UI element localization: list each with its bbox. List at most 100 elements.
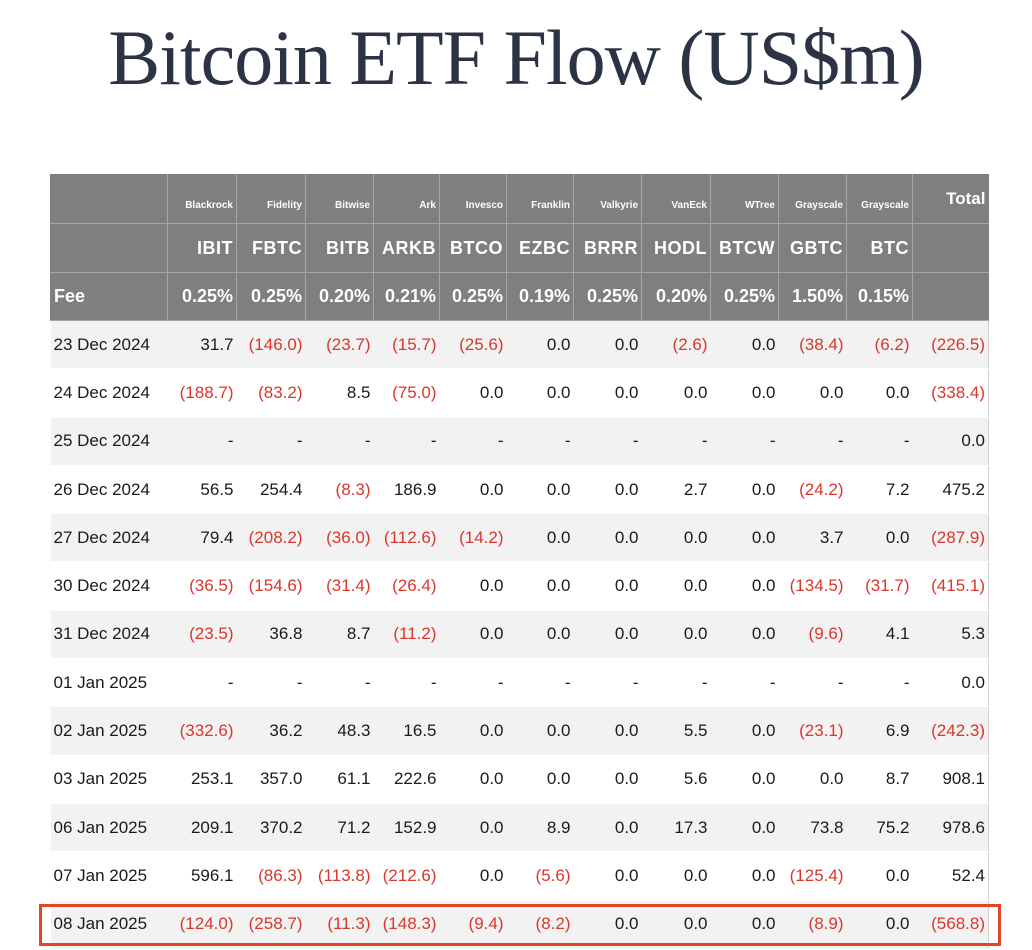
flow-cell: 7.2 [846, 465, 913, 515]
flow-cell: - [305, 417, 374, 466]
header-row-ticker: IBIT FBTC BITB ARKB BTCO EZBC BRRR HODL BTCW GBTC… [50, 223, 989, 273]
flow-cell: (9.4) [439, 900, 507, 949]
flow-cell: (6.2) [846, 320, 913, 370]
flow-cell: 16.5 [373, 706, 440, 756]
flow-cell: 0.0 [573, 706, 642, 756]
flow-cell: 0.0 [439, 706, 507, 756]
flow-cell: 0.0 [439, 610, 507, 660]
flow-cell: 370.2 [236, 803, 306, 853]
date-cell: 24 Dec 2024 [50, 368, 168, 418]
fee-cell: 1.50% [778, 272, 847, 321]
flow-cell: (14.2) [439, 513, 507, 563]
flow-cell: 186.9 [373, 465, 440, 515]
table-row: 31 Dec 2024 (23.5) 36.8 8.7 (11.2) 0.0 0.0 0.0 0… [50, 610, 989, 660]
flow-cell: (24.2) [778, 465, 847, 515]
issuer-header: Ark [373, 174, 440, 224]
flow-cell: 0.0 [573, 368, 642, 418]
flow-cell: 0.0 [641, 900, 711, 949]
flow-cell: 0.0 [573, 610, 642, 660]
total-header: Total [912, 174, 989, 224]
date-cell: 30 Dec 2024 [50, 561, 168, 611]
flow-cell: - [167, 417, 237, 466]
flow-cell: 0.0 [710, 320, 779, 370]
flow-cell: 0.0 [506, 706, 574, 756]
flow-cell: 6.9 [846, 706, 913, 756]
flow-cell: 31.7 [167, 320, 237, 370]
total-cell: 5.3 [912, 610, 989, 660]
flow-cell: (36.5) [167, 561, 237, 611]
flow-cell: 0.0 [439, 368, 507, 418]
flow-cell: (5.6) [506, 851, 574, 901]
issuer-header: Grayscale [846, 174, 913, 224]
flow-cell: (134.5) [778, 561, 847, 611]
flow-cell: 357.0 [236, 755, 306, 804]
table-row: 25 Dec 2024- - - - - - - - - - -0.0 [50, 417, 989, 466]
flow-cell: (9.6) [778, 610, 847, 660]
flow-cell: 0.0 [710, 803, 779, 853]
flow-cell: - [846, 417, 913, 466]
ticker-header: IBIT [167, 223, 237, 273]
flow-cell: (11.2) [373, 610, 440, 660]
flow-cell: 79.4 [167, 513, 237, 563]
flow-cell: (23.5) [167, 610, 237, 660]
total-cell: 978.6 [912, 803, 989, 853]
flow-cell: (125.4) [778, 851, 847, 901]
flow-cell: 0.0 [710, 900, 779, 949]
date-cell: 02 Jan 2025 [50, 706, 168, 756]
date-cell: 08 Jan 2025 [50, 900, 168, 949]
ticker-header: BRRR [573, 223, 642, 273]
ticker-header: BTCW [710, 223, 779, 273]
flow-cell: - [778, 658, 847, 708]
flow-cell: - [573, 417, 642, 466]
total-cell: (242.3) [912, 706, 989, 756]
flow-cell: 0.0 [439, 803, 507, 853]
flow-cell: 0.0 [846, 368, 913, 418]
issuer-header: Invesco [439, 174, 507, 224]
total-cell: 908.1 [912, 755, 989, 804]
flow-cell: (146.0) [236, 320, 306, 370]
flow-cell: 0.0 [439, 465, 507, 515]
table-row: 27 Dec 2024 79.4 (208.2) (36.0) (112.6) (14.2… [50, 513, 989, 563]
flow-cell: 0.0 [778, 755, 847, 804]
flow-cell: 36.8 [236, 610, 306, 660]
ticker-header: BTC [846, 223, 913, 273]
flow-cell: 0.0 [846, 513, 913, 563]
flow-cell: 0.0 [846, 900, 913, 949]
flow-cell: 0.0 [710, 851, 779, 901]
flow-cell: - [506, 658, 574, 708]
date-cell: 07 Jan 2025 [50, 851, 168, 901]
ticker-header: BITB [305, 223, 374, 273]
flow-cell: (2.6) [641, 320, 711, 370]
flow-cell: - [641, 417, 711, 466]
ticker-header: FBTC [236, 223, 306, 273]
flow-cell: (124.0) [167, 900, 237, 949]
etf-flow-table: Blackrock Fidelity Bitwise Ark Invesco Frankl… [50, 174, 989, 949]
issuer-header: Blackrock [167, 174, 237, 224]
flow-cell: 0.0 [573, 561, 642, 611]
flow-cell: - [641, 658, 711, 708]
flow-cell: 0.0 [641, 368, 711, 418]
flow-cell: - [710, 417, 779, 466]
date-cell: 06 Jan 2025 [50, 803, 168, 853]
flow-cell: 0.0 [439, 851, 507, 901]
flow-cell: (23.7) [305, 320, 374, 370]
flow-cell: - [236, 658, 306, 708]
flow-cell: (154.6) [236, 561, 306, 611]
flow-cell: (188.7) [167, 368, 237, 418]
table-row: 23 Dec 2024 31.7 (146.0) (23.7) (15.7) (25.6)… [50, 320, 989, 370]
date-cell: 27 Dec 2024 [50, 513, 168, 563]
flow-cell: 0.0 [710, 561, 779, 611]
date-cell: 31 Dec 2024 [50, 610, 168, 660]
fee-cell: 0.19% [506, 272, 574, 321]
table-row: 26 Dec 2024 56.5 254.4 (8.3) 186.9 0.0 0.0 0.0 2… [50, 465, 989, 515]
flow-cell: - [236, 417, 306, 466]
ticker-header: HODL [641, 223, 711, 273]
flow-cell: 209.1 [167, 803, 237, 853]
ticker-header: GBTC [778, 223, 847, 273]
table-row: 02 Jan 2025 (332.6) 36.2 48.3 16.5 0.0 0.0 0.0 5… [50, 706, 989, 756]
flow-cell: (8.9) [778, 900, 847, 949]
table-row: 30 Dec 2024 (36.5) (154.6) (31.4) (26.4) 0.0 0… [50, 561, 989, 611]
flow-cell: 253.1 [167, 755, 237, 804]
flow-cell: - [439, 417, 507, 466]
ticker-header: ARKB [373, 223, 440, 273]
